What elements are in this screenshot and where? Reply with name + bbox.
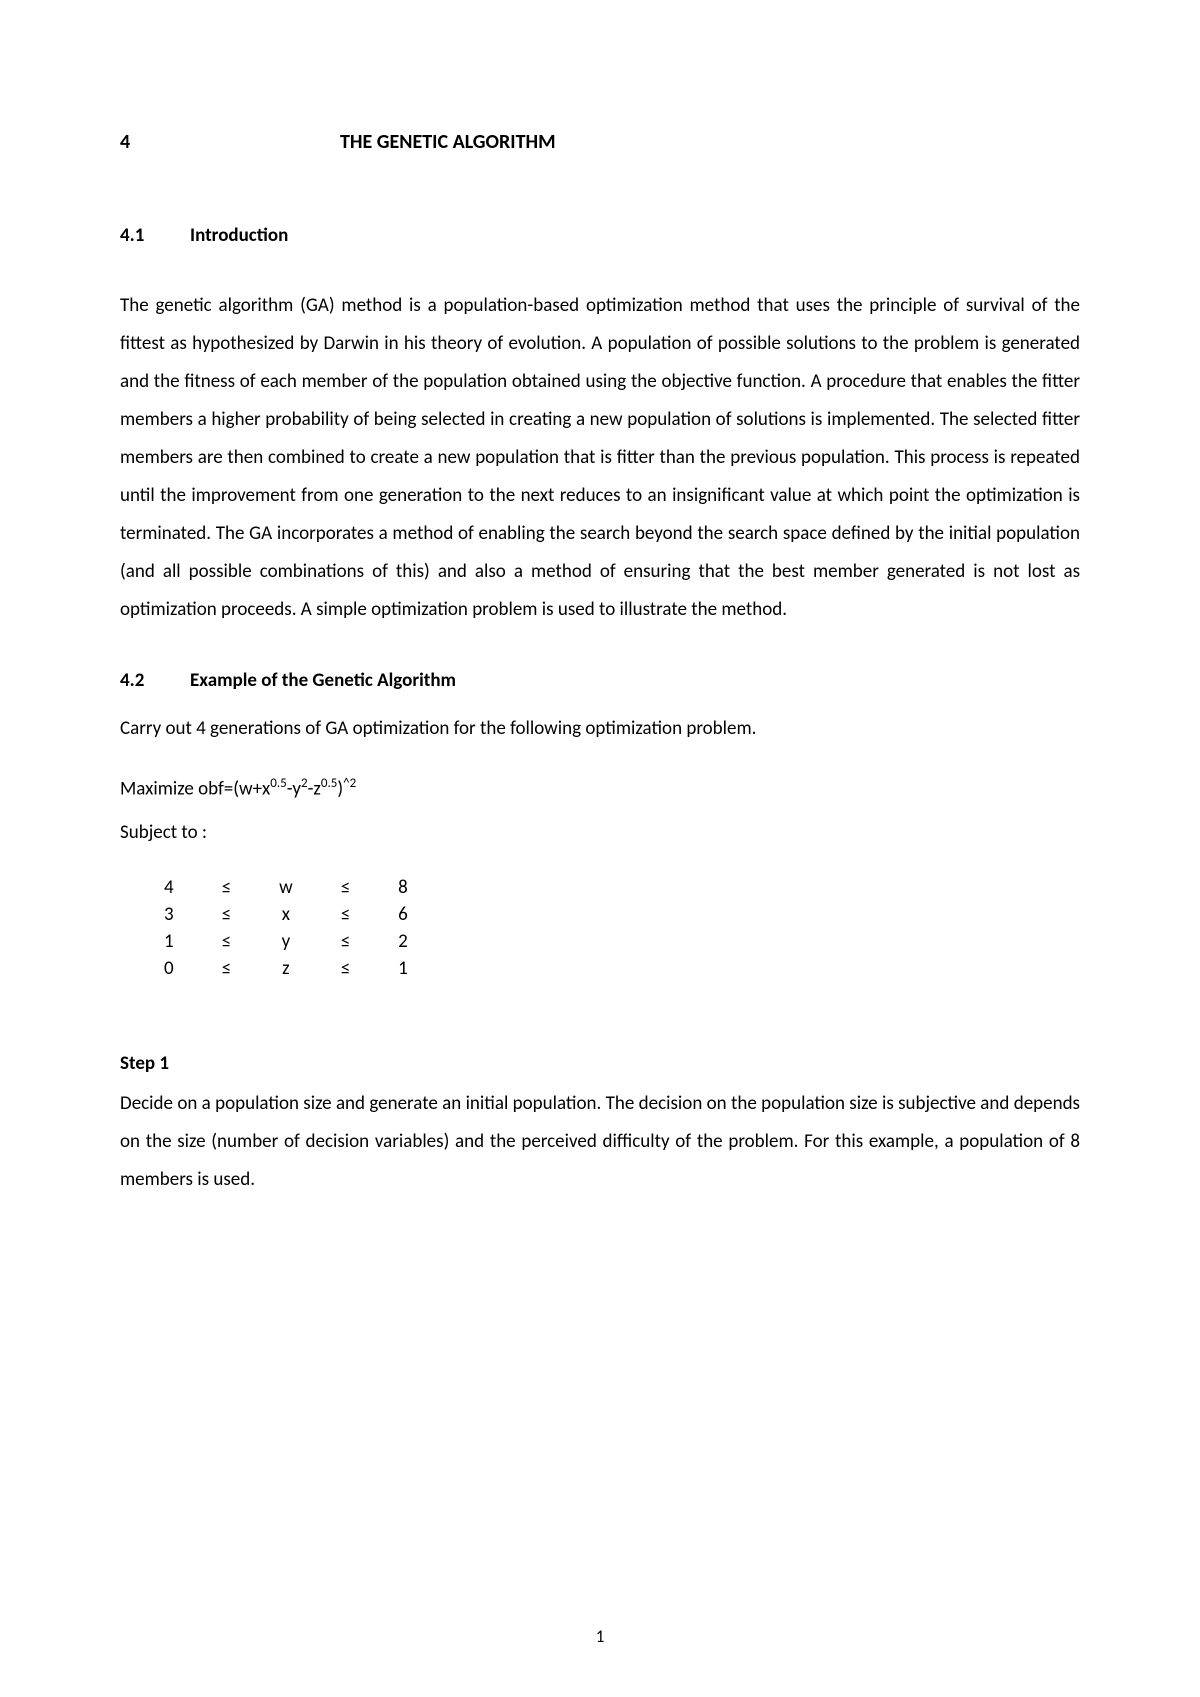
constraint-op2: ≤ [317, 901, 374, 928]
constraint-op1: ≤ [198, 901, 255, 928]
formula-mid1: -y [287, 778, 301, 801]
section-4-2-number: 4.2 [120, 669, 190, 692]
constraint-lo: 1 [140, 928, 198, 955]
constraint-op1: ≤ [198, 928, 255, 955]
formula-exp4: ^2 [343, 776, 356, 791]
formula-exp2: 2 [301, 776, 308, 791]
constraint-var: z [255, 955, 317, 982]
constraint-var: y [255, 928, 317, 955]
section-4-2-title: Example of the Genetic Algorithm [190, 669, 456, 692]
section-4-1-body: The genetic algorithm (GA) method is a p… [120, 287, 1080, 629]
step-1-body: Decide on a population size and generate… [120, 1085, 1080, 1199]
constraint-hi: 2 [374, 928, 432, 955]
step-1-header: Step 1 [120, 1052, 1080, 1075]
constraint-op1: ≤ [198, 955, 255, 982]
constraint-op2: ≤ [317, 874, 374, 901]
section-4-1-header: 4.1 Introduction [120, 224, 1080, 247]
section-4-2-intro: Carry out 4 generations of GA optimizati… [120, 712, 1080, 746]
section-4-1-number: 4.1 [120, 224, 190, 247]
formula-prefix: Maximize obf=(w+x [120, 778, 270, 801]
constraint-hi: 1 [374, 955, 432, 982]
chapter-title: THE GENETIC ALGORITHM [340, 130, 556, 154]
formula-mid2: -z [308, 778, 321, 801]
section-4-1-title: Introduction [190, 224, 288, 247]
section-4-2-header: 4.2 Example of the Genetic Algorithm [120, 669, 1080, 692]
constraint-var: w [255, 874, 317, 901]
subject-to-label: Subject to : [120, 821, 1080, 844]
constraint-hi: 6 [374, 901, 432, 928]
constraint-var: x [255, 901, 317, 928]
formula-exp1: 0.5 [270, 776, 286, 791]
constraint-row: 3 ≤ x ≤ 6 [140, 901, 432, 928]
constraint-hi: 8 [374, 874, 432, 901]
maximize-formula: Maximize obf=(w+x0.5-y2-z0.5)^2 [120, 776, 1080, 800]
constraint-op2: ≤ [317, 928, 374, 955]
constraint-op2: ≤ [317, 955, 374, 982]
constraint-row: 4 ≤ w ≤ 8 [140, 874, 432, 901]
chapter-number: 4 [120, 130, 340, 154]
constraint-lo: 3 [140, 901, 198, 928]
page-number: 1 [596, 1626, 605, 1647]
constraint-op1: ≤ [198, 874, 255, 901]
constraints-table: 4 ≤ w ≤ 8 3 ≤ x ≤ 6 1 ≤ y ≤ 2 0 ≤ z ≤ 1 [140, 874, 432, 982]
constraint-lo: 0 [140, 955, 198, 982]
constraint-row: 0 ≤ z ≤ 1 [140, 955, 432, 982]
chapter-header: 4 THE GENETIC ALGORITHM [120, 130, 1080, 154]
formula-exp3: 0.5 [321, 776, 337, 791]
constraint-lo: 4 [140, 874, 198, 901]
constraint-row: 1 ≤ y ≤ 2 [140, 928, 432, 955]
